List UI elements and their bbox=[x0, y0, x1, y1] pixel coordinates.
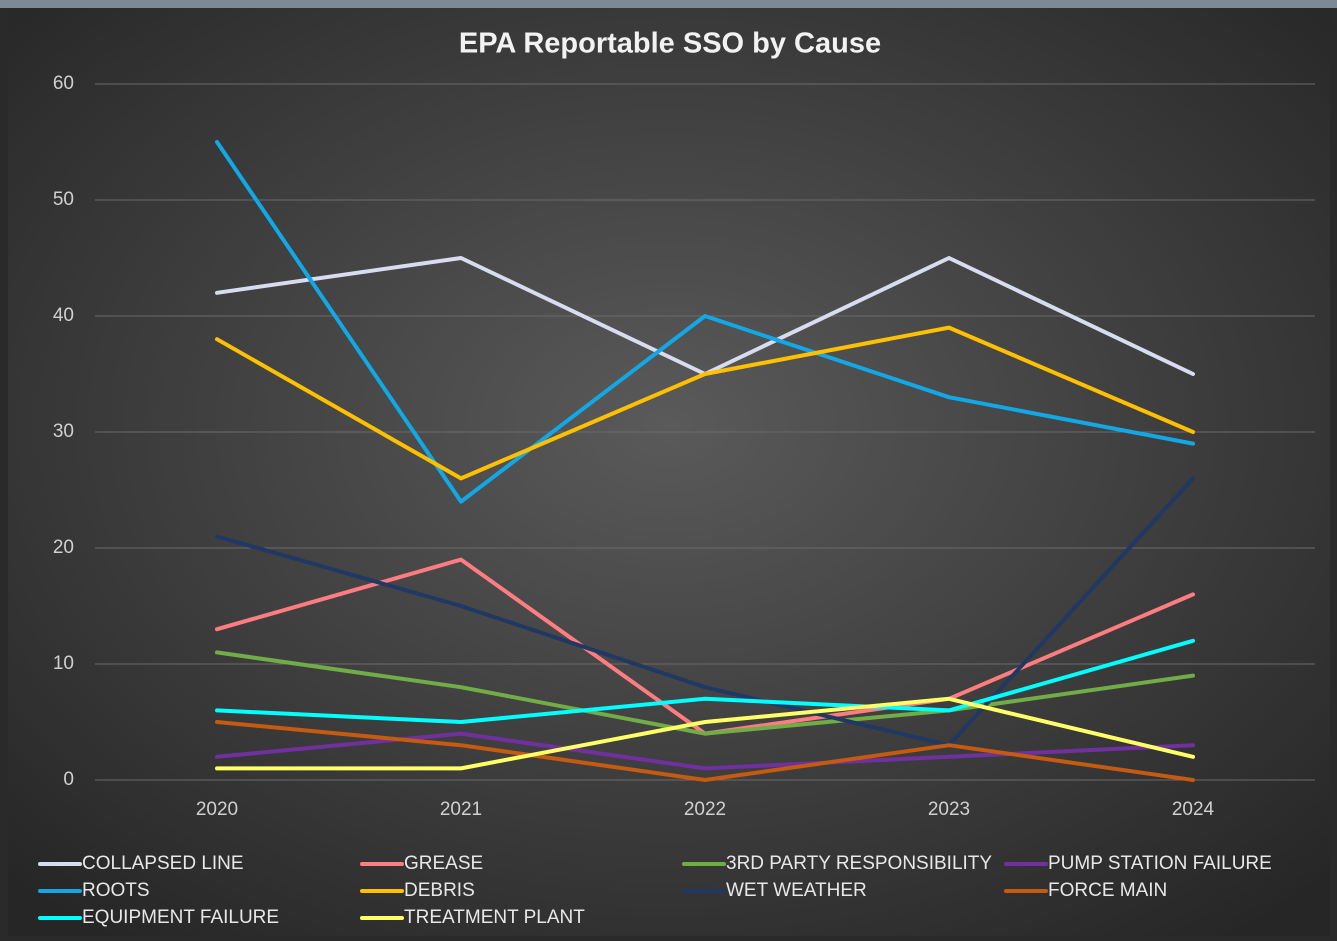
series-line bbox=[215, 650, 1195, 736]
series-line bbox=[215, 731, 1195, 771]
series-line bbox=[215, 476, 1195, 748]
x-tick-label: 2024 bbox=[1172, 799, 1215, 820]
y-tick-label: 30 bbox=[53, 421, 74, 442]
series-line bbox=[215, 140, 1195, 504]
legend-label: COLLAPSED LINE bbox=[82, 853, 244, 874]
y-tick-label: 10 bbox=[53, 653, 74, 674]
legend-label: GREASE bbox=[404, 853, 483, 874]
chart-background bbox=[8, 8, 1330, 936]
series-line bbox=[215, 325, 1195, 481]
photo-strip bbox=[0, 0, 1337, 8]
y-tick-label: 40 bbox=[53, 305, 74, 326]
legend-label: DEBRIS bbox=[404, 880, 475, 901]
x-tick-label: 2020 bbox=[196, 799, 238, 820]
legend-label: 3RD PARTY RESPONSIBILITY bbox=[726, 853, 992, 874]
series-line bbox=[215, 720, 1195, 782]
x-tick-label: 2023 bbox=[928, 799, 970, 820]
legend-label: WET WEATHER bbox=[726, 880, 867, 901]
chart-title: EPA Reportable SSO by Cause bbox=[459, 28, 881, 60]
x-tick-label: 2022 bbox=[684, 799, 726, 820]
series-line bbox=[215, 638, 1195, 724]
y-tick-label: 50 bbox=[53, 189, 74, 210]
series-line bbox=[215, 696, 1195, 771]
x-tick-label: 2021 bbox=[440, 799, 482, 820]
legend-label: FORCE MAIN bbox=[1048, 880, 1167, 901]
legend-label: TREATMENT PLANT bbox=[404, 907, 585, 928]
y-tick-label: 0 bbox=[63, 769, 74, 790]
legend-label: PUMP STATION FAILURE bbox=[1048, 853, 1272, 874]
y-tick-label: 20 bbox=[53, 537, 74, 558]
y-tick-label: 60 bbox=[53, 73, 74, 94]
legend-label: ROOTS bbox=[82, 880, 150, 901]
legend-label: EQUIPMENT FAILURE bbox=[82, 907, 279, 928]
